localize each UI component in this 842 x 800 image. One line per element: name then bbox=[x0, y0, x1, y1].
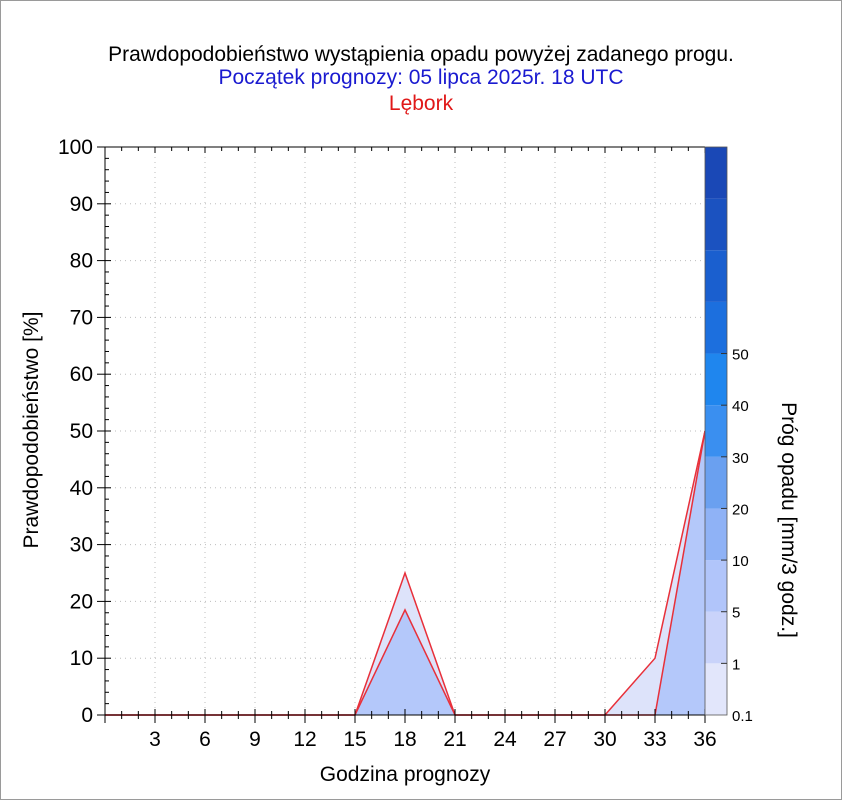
x-tick-label: 36 bbox=[693, 728, 716, 751]
colorbar-segment bbox=[705, 301, 727, 354]
colorbar-tick-label: 30 bbox=[732, 450, 749, 467]
colorbar-tick-label: 20 bbox=[732, 501, 749, 518]
x-tick-label: 9 bbox=[249, 728, 261, 751]
y-tick-label: 30 bbox=[70, 534, 93, 557]
y-tick-label: 20 bbox=[70, 590, 93, 613]
colorbar-segment bbox=[705, 456, 727, 509]
y-tick-label: 10 bbox=[70, 647, 93, 670]
x-tick-label: 27 bbox=[543, 728, 566, 751]
chart-subtitle: Początek prognozy: 05 lipca 2025r. 18 UT… bbox=[218, 66, 624, 89]
x-tick-label: 12 bbox=[293, 728, 316, 751]
x-axis-label: Godzina prognozy bbox=[319, 763, 491, 786]
colorbar-segment bbox=[705, 508, 727, 561]
colorbar-segment bbox=[705, 405, 727, 457]
x-tick-label: 15 bbox=[343, 728, 366, 751]
colorbar-tick-label: 40 bbox=[732, 398, 749, 415]
colorbar-segment bbox=[705, 611, 727, 664]
y-tick-label: 90 bbox=[70, 193, 93, 216]
y-tick-label: 100 bbox=[58, 136, 93, 159]
colorbar-tick-label: 10 bbox=[732, 553, 749, 570]
colorbar-segment bbox=[705, 560, 727, 612]
colorbar-tick-label: 5 bbox=[732, 605, 740, 622]
colorbar-segment bbox=[705, 663, 727, 715]
y-tick-label: 0 bbox=[81, 704, 93, 727]
chart-title: Prawdopodobieństwo wystąpienia opadu pow… bbox=[108, 43, 734, 66]
colorbar-segment bbox=[705, 353, 727, 406]
y-tick-label: 50 bbox=[70, 420, 93, 443]
colorbar-tick-label: 50 bbox=[732, 347, 749, 364]
colorbar-segment bbox=[705, 198, 727, 251]
colorbar-tick-label: 0.1 bbox=[732, 708, 753, 725]
x-tick-label: 18 bbox=[393, 728, 416, 751]
colorbar-tick-label: 1 bbox=[732, 656, 740, 673]
colorbar-segment bbox=[705, 250, 727, 302]
y-tick-label: 80 bbox=[70, 250, 93, 273]
colorbar-outline bbox=[704, 146, 728, 716]
x-tick-label: 21 bbox=[443, 728, 466, 751]
x-tick-label: 30 bbox=[593, 728, 616, 751]
chart-location: Lębork bbox=[388, 92, 454, 115]
y-tick-label: 70 bbox=[70, 306, 93, 329]
y-tick-label: 40 bbox=[70, 477, 93, 500]
x-tick-label: 24 bbox=[493, 728, 517, 751]
y-tick-label: 60 bbox=[70, 363, 93, 386]
x-tick-label: 33 bbox=[643, 728, 666, 751]
x-tick-label: 6 bbox=[199, 728, 211, 751]
colorbar-segment bbox=[705, 147, 727, 199]
series-area-1 bbox=[105, 431, 705, 715]
x-tick-label: 3 bbox=[149, 728, 161, 751]
